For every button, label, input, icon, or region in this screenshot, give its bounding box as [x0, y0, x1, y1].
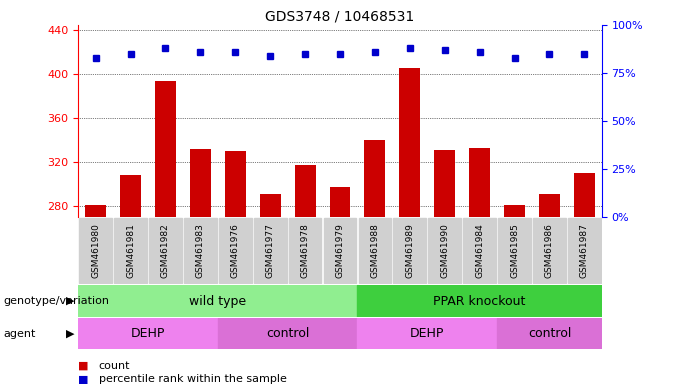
Text: GSM461978: GSM461978 — [301, 223, 309, 278]
Bar — [78, 285, 358, 317]
Bar — [497, 318, 602, 349]
Text: control: control — [266, 327, 309, 340]
Text: ▶: ▶ — [66, 296, 75, 306]
Bar — [225, 151, 245, 217]
Bar — [435, 150, 455, 217]
Bar — [394, 218, 426, 283]
Text: GSM461984: GSM461984 — [475, 223, 484, 278]
Bar — [155, 81, 176, 217]
Text: percentile rank within the sample: percentile rank within the sample — [99, 374, 286, 384]
Bar — [358, 318, 497, 349]
Text: GSM461987: GSM461987 — [580, 223, 589, 278]
Bar — [330, 187, 350, 217]
Text: DEHP: DEHP — [410, 327, 445, 340]
Bar — [190, 149, 211, 217]
Bar — [80, 218, 112, 283]
Text: GSM461980: GSM461980 — [91, 223, 100, 278]
Bar — [254, 218, 286, 283]
Bar — [539, 194, 560, 217]
Text: control: control — [528, 327, 571, 340]
Bar — [289, 218, 322, 283]
Text: ▶: ▶ — [66, 329, 75, 339]
Text: PPAR knockout: PPAR knockout — [433, 295, 526, 308]
Text: GSM461981: GSM461981 — [126, 223, 135, 278]
Bar — [85, 205, 106, 217]
Bar — [120, 175, 141, 217]
Bar — [294, 166, 316, 217]
Text: GSM461976: GSM461976 — [231, 223, 240, 278]
Text: GSM461977: GSM461977 — [266, 223, 275, 278]
Bar — [574, 173, 595, 217]
Bar — [504, 205, 525, 217]
Text: GSM461986: GSM461986 — [545, 223, 554, 278]
Bar — [78, 318, 218, 349]
Bar — [184, 218, 217, 283]
Bar — [428, 218, 461, 283]
Text: GSM461979: GSM461979 — [335, 223, 345, 278]
Bar — [364, 140, 386, 217]
Text: genotype/variation: genotype/variation — [3, 296, 109, 306]
Bar — [358, 218, 391, 283]
Text: wild type: wild type — [189, 295, 246, 308]
Bar — [324, 218, 356, 283]
Bar — [149, 218, 182, 283]
Text: DEHP: DEHP — [131, 327, 165, 340]
Bar — [469, 148, 490, 217]
Bar — [358, 285, 602, 317]
Text: GSM461988: GSM461988 — [371, 223, 379, 278]
Bar — [218, 318, 358, 349]
Text: GSM461989: GSM461989 — [405, 223, 414, 278]
Text: GSM461985: GSM461985 — [510, 223, 519, 278]
Bar — [114, 218, 147, 283]
Text: GDS3748 / 10468531: GDS3748 / 10468531 — [265, 10, 415, 23]
Text: count: count — [99, 361, 130, 371]
Bar — [399, 68, 420, 217]
Bar — [568, 218, 600, 283]
Text: ■: ■ — [78, 361, 88, 371]
Text: ■: ■ — [78, 374, 88, 384]
Bar — [533, 218, 566, 283]
Bar — [498, 218, 531, 283]
Text: GSM461990: GSM461990 — [440, 223, 449, 278]
Text: GSM461982: GSM461982 — [161, 223, 170, 278]
Bar — [463, 218, 496, 283]
Bar — [219, 218, 252, 283]
Text: agent: agent — [3, 329, 36, 339]
Bar — [260, 194, 281, 217]
Text: GSM461983: GSM461983 — [196, 223, 205, 278]
